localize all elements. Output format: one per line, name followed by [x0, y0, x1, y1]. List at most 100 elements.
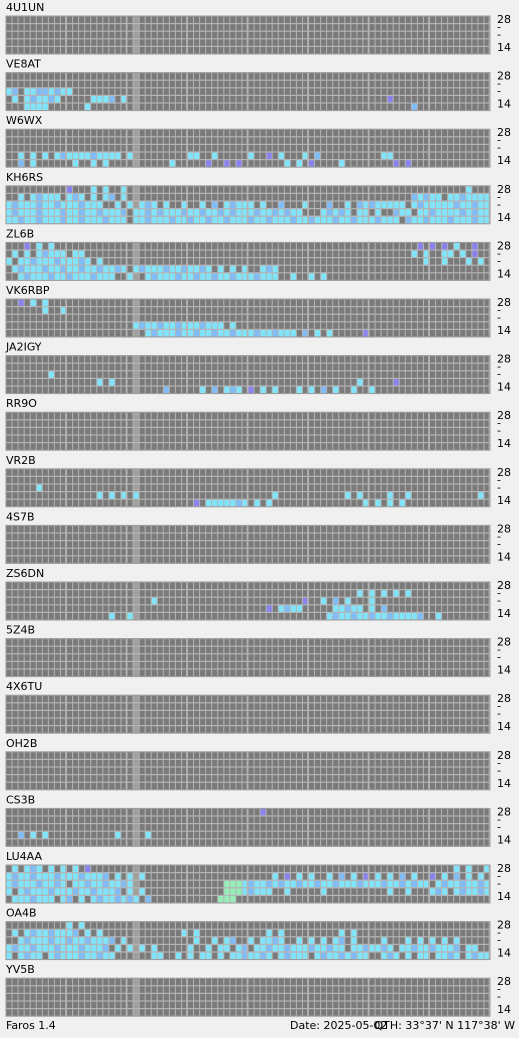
cell [212, 243, 218, 250]
cell [442, 646, 448, 654]
cell [321, 605, 327, 612]
cell [309, 526, 315, 533]
cell [175, 662, 181, 669]
cell [18, 250, 24, 257]
cell [169, 299, 175, 306]
cell [236, 330, 242, 337]
cell [236, 533, 242, 540]
cell [399, 412, 405, 420]
cell [36, 669, 42, 676]
cell [121, 201, 126, 208]
cell [181, 484, 187, 491]
cell [42, 371, 48, 378]
cell [230, 96, 236, 103]
cell [430, 695, 436, 703]
cell [254, 273, 260, 280]
cell [254, 265, 260, 273]
cell [206, 443, 212, 450]
cell [121, 273, 126, 280]
cell [85, 669, 91, 676]
cell [115, 209, 121, 216]
cell [230, 386, 236, 393]
cell [218, 379, 224, 386]
cell [67, 250, 73, 257]
cell [54, 201, 60, 208]
cell [290, 654, 296, 661]
cell [387, 299, 393, 306]
cell [290, 548, 296, 556]
cell [417, 299, 423, 306]
cell [242, 695, 247, 703]
cell [145, 662, 151, 669]
cell [79, 469, 85, 476]
cell [103, 47, 109, 54]
cell [278, 216, 284, 224]
cell [224, 129, 230, 137]
cell [448, 484, 454, 491]
cell [212, 548, 218, 556]
cell [357, 386, 363, 393]
cell [181, 556, 187, 563]
cell [79, 662, 85, 669]
cell [115, 129, 121, 137]
cell [254, 420, 260, 427]
cell [266, 443, 272, 450]
cell [466, 209, 472, 216]
cell [399, 533, 405, 540]
cell [387, 322, 393, 329]
cell [278, 356, 284, 363]
cell [103, 363, 109, 371]
cell [145, 273, 151, 280]
cell [24, 152, 30, 159]
cell [36, 258, 42, 265]
cell [48, 322, 54, 329]
cell [448, 209, 454, 216]
cell [448, 73, 454, 80]
cell [393, 695, 399, 703]
cell [212, 613, 218, 620]
cell [442, 243, 448, 250]
cell [73, 160, 79, 167]
cell [42, 639, 48, 646]
cell [472, 160, 478, 167]
cell [79, 590, 85, 597]
cell [375, 250, 381, 257]
cell [163, 103, 169, 110]
cell [67, 129, 73, 137]
cell [339, 194, 345, 201]
cell [206, 662, 212, 669]
cell [133, 137, 139, 144]
cell [30, 556, 36, 563]
cell [79, 356, 85, 363]
cell [423, 386, 429, 393]
band-label: 28 [497, 353, 511, 366]
cell [442, 73, 448, 80]
cell [327, 412, 333, 420]
cell [423, 314, 429, 322]
cell [260, 194, 266, 201]
cell [188, 145, 194, 152]
cell [345, 662, 351, 669]
cell [248, 88, 254, 95]
cell [472, 250, 478, 257]
cell [67, 533, 73, 540]
cell [339, 379, 345, 386]
cell [484, 428, 489, 435]
cell [321, 96, 327, 103]
cell [351, 209, 357, 216]
cell [399, 73, 405, 80]
cell [109, 597, 115, 605]
cell [327, 484, 333, 491]
cell [6, 605, 12, 612]
cell [115, 258, 121, 265]
cell [278, 96, 284, 103]
cell [242, 16, 247, 23]
cell [115, 250, 121, 257]
cell [302, 435, 308, 442]
cell [399, 654, 405, 661]
cell [12, 129, 18, 137]
cell [339, 420, 345, 427]
cell [442, 695, 448, 703]
cell [478, 654, 484, 661]
cell [85, 469, 91, 476]
